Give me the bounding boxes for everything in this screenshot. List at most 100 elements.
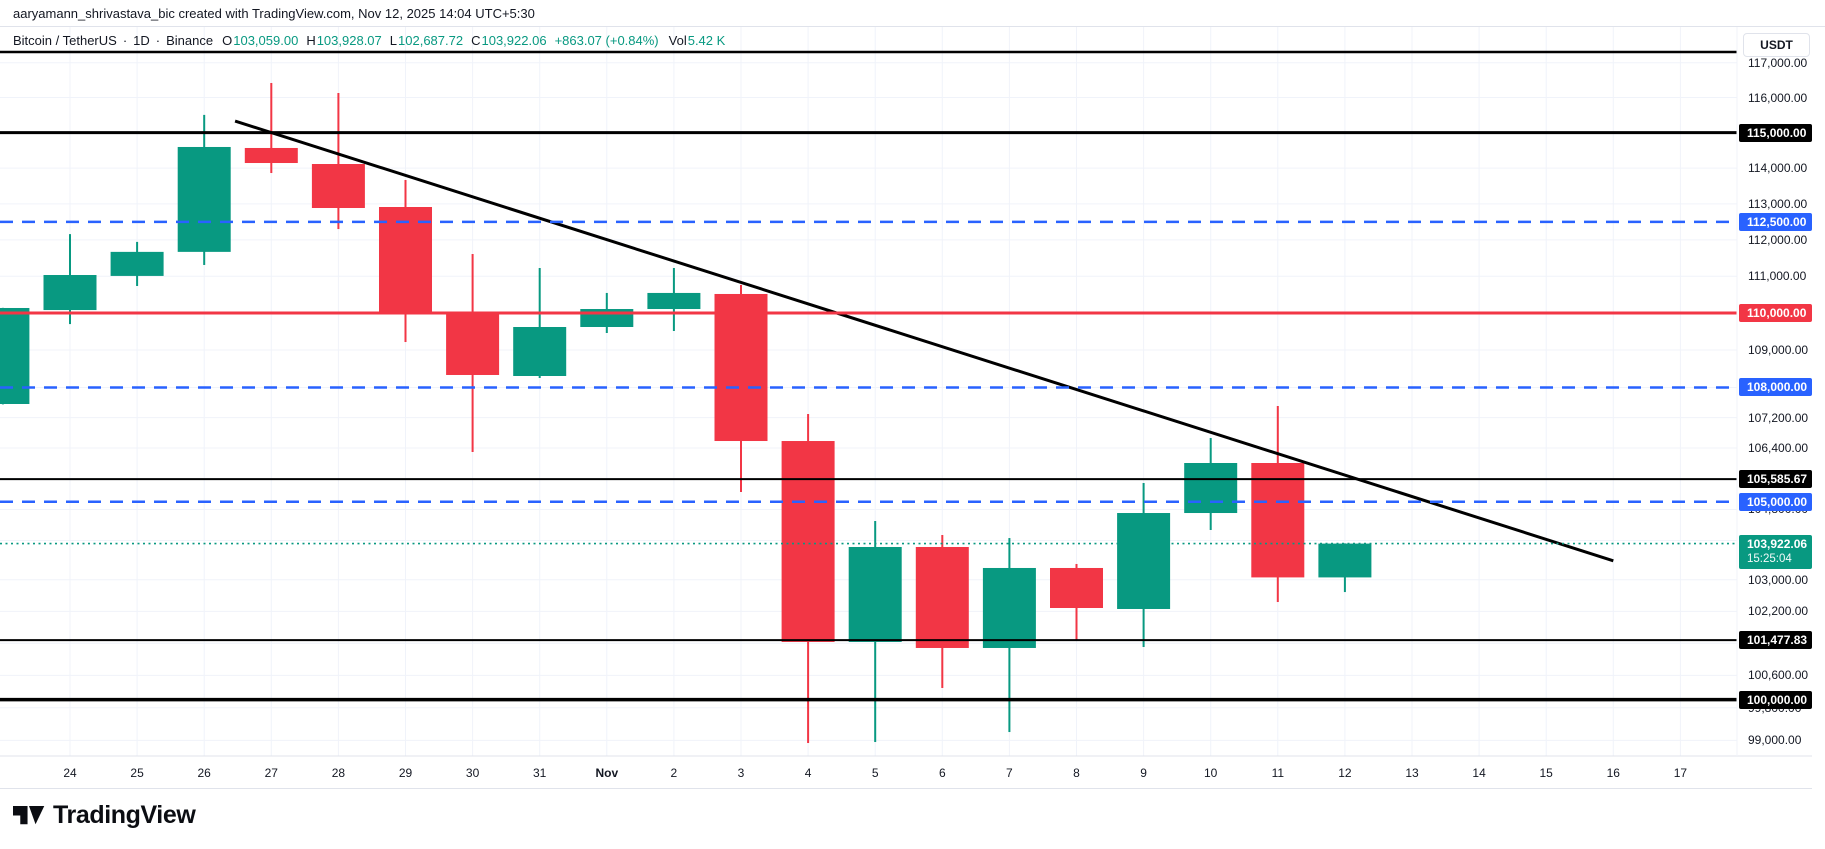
candle-wick-Oct-31[interactable] — [538, 267, 541, 378]
time-tick-13: 13 — [1405, 766, 1419, 780]
ohlc-value-H: 103,928.07 — [316, 32, 382, 48]
candle-body-Nov-11[interactable] — [1251, 463, 1305, 578]
ohlc-label-C: C — [471, 32, 481, 48]
level-price-label-100,000.00: 100,000.00 — [1739, 690, 1812, 709]
candle-wick-Oct-27[interactable] — [270, 82, 273, 174]
time-tick-Nov: Nov — [595, 766, 619, 780]
candle-body-Oct-24[interactable] — [43, 275, 97, 311]
footer: TradingView — [13, 801, 196, 830]
ohlc-value-C: 103,922.06 — [481, 32, 547, 48]
price-tick-116,000.00: 116,000.00 — [1748, 90, 1808, 105]
candle-body-Nov-2[interactable] — [647, 292, 701, 310]
time-tick-3: 3 — [737, 766, 745, 780]
time-tick-5: 5 — [871, 766, 879, 780]
candle-body-Oct-23[interactable] — [0, 307, 30, 405]
time-tick-8: 8 — [1073, 766, 1080, 780]
exchange-label[interactable]: Binance — [166, 32, 214, 48]
change-value: +863.07 (+0.84%) — [554, 32, 659, 48]
candles-series[interactable] — [0, 82, 1372, 744]
legend-separator: · — [122, 32, 128, 48]
time-tick-24: 24 — [63, 766, 77, 780]
grid-lines — [0, 27, 1737, 756]
candle-body-Oct-29[interactable] — [379, 207, 432, 313]
ohlc-label-O: O — [222, 32, 233, 48]
level-price-label-105,585.67: 105,585.67 — [1739, 470, 1812, 489]
ohlc-value-L: 102,687.72 — [398, 32, 464, 48]
candle-body-Nov-3[interactable] — [714, 293, 768, 442]
time-tick-16: 16 — [1606, 766, 1620, 780]
time-tick-11: 11 — [1271, 766, 1285, 780]
time-tick-15: 15 — [1539, 766, 1553, 780]
candle-body-Nov-10[interactable] — [1184, 463, 1238, 514]
candle-body-Oct-28[interactable] — [311, 164, 365, 209]
level-price-label-108,000.00: 108,000.00 — [1739, 378, 1812, 397]
time-tick-27: 27 — [264, 766, 278, 780]
candle-body-Nov-9[interactable] — [1117, 513, 1171, 609]
level-price-label-101,477.83: 101,477.83 — [1739, 631, 1812, 650]
candle-body-Nov-4[interactable] — [781, 441, 835, 642]
level-price-label-110,000.00: 110,000.00 — [1739, 304, 1812, 322]
candle-body-Oct-26[interactable] — [177, 146, 231, 252]
interval-label[interactable]: 1D — [133, 32, 150, 48]
level-price-label-105,000.00: 105,000.00 — [1739, 492, 1812, 511]
time-tick-6: 6 — [938, 766, 946, 780]
time-tick-30: 30 — [465, 766, 480, 780]
time-tick-9: 9 — [1140, 766, 1147, 780]
price-tick-99,000.00: 99,000.00 — [1748, 733, 1802, 748]
price-tick-114,000.00: 114,000.00 — [1748, 161, 1808, 176]
price-tick-113,000.00: 113,000.00 — [1748, 196, 1808, 211]
price-tick-103,000.00: 103,000.00 — [1748, 572, 1809, 587]
ohlc-values: O103,059.00 H103,928.07 L102,687.72 C103,92… — [213, 33, 725, 48]
attribution-bar: aaryamann_shrivastava_bic created with T… — [0, 0, 1825, 27]
ohlc-label-H: H — [306, 32, 316, 48]
time-tick-17: 17 — [1673, 766, 1688, 780]
ohlc-value-O: 103,059.00 — [233, 32, 299, 48]
symbol-legend: Bitcoin / TetherUS · 1D · Binance O103,0… — [13, 30, 725, 50]
volume-label: Vol — [668, 32, 687, 48]
trendline-drawing[interactable] — [234, 119, 1614, 563]
price-tick-102,200.00: 102,200.00 — [1748, 604, 1809, 619]
attribution-text: aaryamann_shrivastava_bic created with T… — [13, 5, 535, 21]
candle-body-Oct-27[interactable] — [244, 147, 298, 164]
time-tick-25: 25 — [130, 766, 144, 780]
time-tick-2: 2 — [670, 766, 678, 780]
tradingview-logo-icon[interactable] — [13, 802, 45, 829]
price-tick-106,400.00: 106,400.00 — [1748, 440, 1809, 455]
time-tick-7: 7 — [1006, 766, 1013, 780]
candle-body-Nov-12[interactable] — [1318, 543, 1372, 578]
time-tick-10: 10 — [1204, 766, 1218, 780]
time-tick-14: 14 — [1472, 766, 1486, 780]
time-tick-29: 29 — [398, 766, 413, 780]
candle-body-Oct-31[interactable] — [513, 327, 567, 376]
tradingview-logo-text[interactable]: TradingView — [53, 801, 196, 829]
legend-separator: · — [155, 32, 161, 48]
level-price-label-115,000.00: 115,000.00 — [1739, 123, 1812, 142]
time-tick-26: 26 — [197, 766, 211, 780]
candle-wick-Oct-28[interactable] — [337, 93, 340, 230]
candle-body-Oct-25[interactable] — [110, 251, 164, 276]
currency-unit-button[interactable]: USDT — [1743, 33, 1810, 57]
time-tick-12: 12 — [1338, 766, 1352, 780]
candle-body-Nov-5[interactable] — [848, 546, 902, 642]
price-tick-117,000.00: 117,000.00 — [1748, 55, 1808, 70]
candle-body-Nov-7[interactable] — [982, 567, 1036, 648]
candle-body-Nov-8[interactable] — [1050, 567, 1103, 608]
price-tick-112,000.00: 112,000.00 — [1748, 232, 1808, 247]
candle-body-Nov-6[interactable] — [915, 546, 969, 648]
time-tick-28: 28 — [331, 766, 346, 780]
price-tick-111,000.00: 111,000.00 — [1748, 269, 1807, 284]
time-tick-31: 31 — [533, 766, 547, 780]
price-tick-100,600.00: 100,600.00 — [1748, 668, 1809, 683]
price-tick-107,200.00: 107,200.00 — [1748, 410, 1809, 425]
symbol-name[interactable]: Bitcoin / TetherUS — [13, 32, 117, 48]
current-price-countdown: 15:25:04 — [1747, 552, 1792, 565]
ohlc-label-L: L — [389, 32, 398, 48]
current-price-label: 103,922.06 15:25:04 — [1739, 534, 1812, 569]
time-tick-4: 4 — [804, 766, 812, 780]
level-price-label-112,500.00: 112,500.00 — [1739, 212, 1812, 231]
current-price-value: 103,922.06 — [1747, 536, 1808, 551]
candle-body-Oct-30[interactable] — [446, 313, 500, 375]
price-tick-109,000.00: 109,000.00 — [1748, 343, 1809, 358]
